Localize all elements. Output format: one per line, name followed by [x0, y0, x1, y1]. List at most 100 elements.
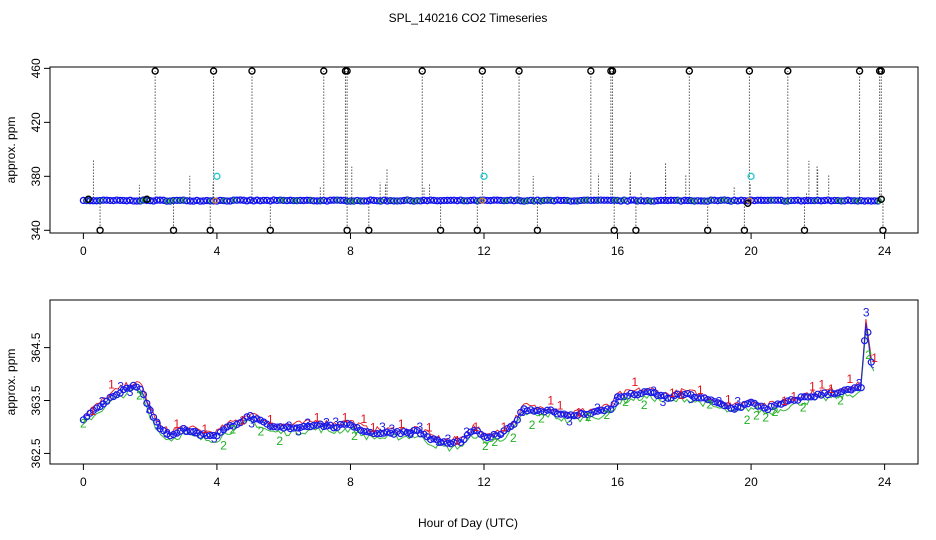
data-point	[837, 388, 845, 396]
data-point	[116, 196, 124, 205]
series-1-marker: 1	[557, 399, 564, 413]
data-point	[159, 196, 168, 204]
data-point	[226, 421, 234, 430]
data-point	[840, 386, 849, 394]
series-2-marker: 2	[258, 425, 265, 439]
series-1-marker: 1	[314, 410, 321, 424]
bottom-y-axis: 362.5 363.5 364.5	[29, 332, 50, 468]
data-point	[800, 393, 809, 401]
series-3-marker: 3	[407, 427, 414, 441]
data-point	[684, 389, 692, 398]
data-point	[320, 422, 328, 431]
series-3-marker: 3	[332, 415, 339, 429]
data-point	[250, 415, 258, 423]
data-point	[376, 429, 385, 438]
data-point	[480, 432, 488, 440]
series-2-marker: 2	[491, 435, 498, 449]
series-1-marker: 1	[370, 420, 377, 434]
data-point	[583, 410, 592, 419]
data-point	[440, 196, 448, 205]
data-point	[466, 196, 475, 205]
x-axis-label: Hour of Day (UTC)	[418, 516, 518, 530]
data-point	[186, 428, 194, 436]
data-point	[657, 391, 665, 399]
series-1-peak-marker: 1	[871, 351, 878, 365]
data-point	[553, 410, 562, 418]
data-point	[437, 438, 445, 446]
data-point	[253, 196, 261, 204]
data-point	[129, 197, 138, 205]
data-point	[209, 197, 218, 205]
data-point	[744, 400, 752, 408]
data-point	[597, 196, 605, 204]
data-point	[510, 420, 518, 428]
data-point	[470, 196, 478, 204]
data-point	[336, 196, 345, 204]
data-point	[827, 197, 835, 205]
series-1-marker: 1	[202, 422, 209, 436]
series-2-marker: 2	[529, 418, 536, 432]
data-point	[420, 196, 428, 204]
data-point	[366, 196, 375, 204]
orange-point	[479, 197, 486, 204]
high-outlier-point	[320, 67, 328, 75]
data-point	[664, 394, 672, 402]
data-point	[563, 411, 572, 420]
series-2-marker: 2	[641, 398, 648, 412]
data-point	[507, 196, 515, 204]
data-point	[343, 419, 351, 427]
data-point	[694, 394, 702, 402]
data-point	[744, 197, 752, 205]
data-point	[226, 197, 234, 205]
series-1-marker: 1	[360, 412, 367, 426]
data-point	[450, 196, 458, 204]
data-point	[857, 384, 865, 392]
data-point	[840, 197, 849, 205]
series-3-marker: 3	[211, 431, 218, 445]
data-point	[794, 196, 802, 204]
data-point	[653, 391, 662, 400]
data-point	[79, 196, 88, 205]
data-point	[620, 392, 628, 401]
data-point	[657, 196, 665, 205]
data-point	[340, 420, 348, 428]
cyan-point	[747, 172, 755, 180]
data-point	[597, 406, 605, 414]
data-point	[790, 396, 799, 404]
data-point	[677, 197, 685, 205]
series-3-marker: 3	[463, 425, 470, 439]
data-point	[797, 393, 805, 401]
x-tick-label: 16	[611, 475, 625, 489]
data-point	[824, 196, 832, 204]
series-3-marker: 3	[389, 422, 396, 436]
data-point	[734, 197, 742, 205]
series-3-marker: 3	[295, 425, 302, 439]
series-1-marker: 1	[781, 394, 788, 408]
series-3-marker: 3	[379, 420, 386, 434]
data-point	[193, 196, 201, 205]
baseline-outlier-point	[84, 195, 93, 203]
data-point	[453, 197, 461, 205]
data-point	[734, 403, 742, 411]
series-1-marker: 1	[790, 389, 797, 403]
x-tick-label: 20	[744, 475, 758, 489]
data-point	[770, 196, 779, 204]
data-point	[797, 197, 805, 205]
data-point	[533, 196, 542, 204]
data-point	[123, 384, 131, 392]
data-point	[844, 196, 852, 204]
series-2-marker: 2	[837, 394, 844, 408]
data-point	[446, 196, 455, 205]
data-point	[487, 196, 495, 205]
data-point	[363, 197, 371, 205]
data-point	[650, 197, 658, 205]
data-point	[724, 196, 732, 205]
data-point	[233, 196, 241, 204]
data-point	[787, 196, 795, 205]
data-point	[209, 431, 218, 440]
bottom-y-axis-label: approx. ppm	[4, 349, 18, 416]
data-point	[527, 196, 535, 205]
data-point	[249, 197, 258, 205]
series-1-marker: 1	[809, 379, 816, 393]
data-point	[577, 409, 585, 417]
